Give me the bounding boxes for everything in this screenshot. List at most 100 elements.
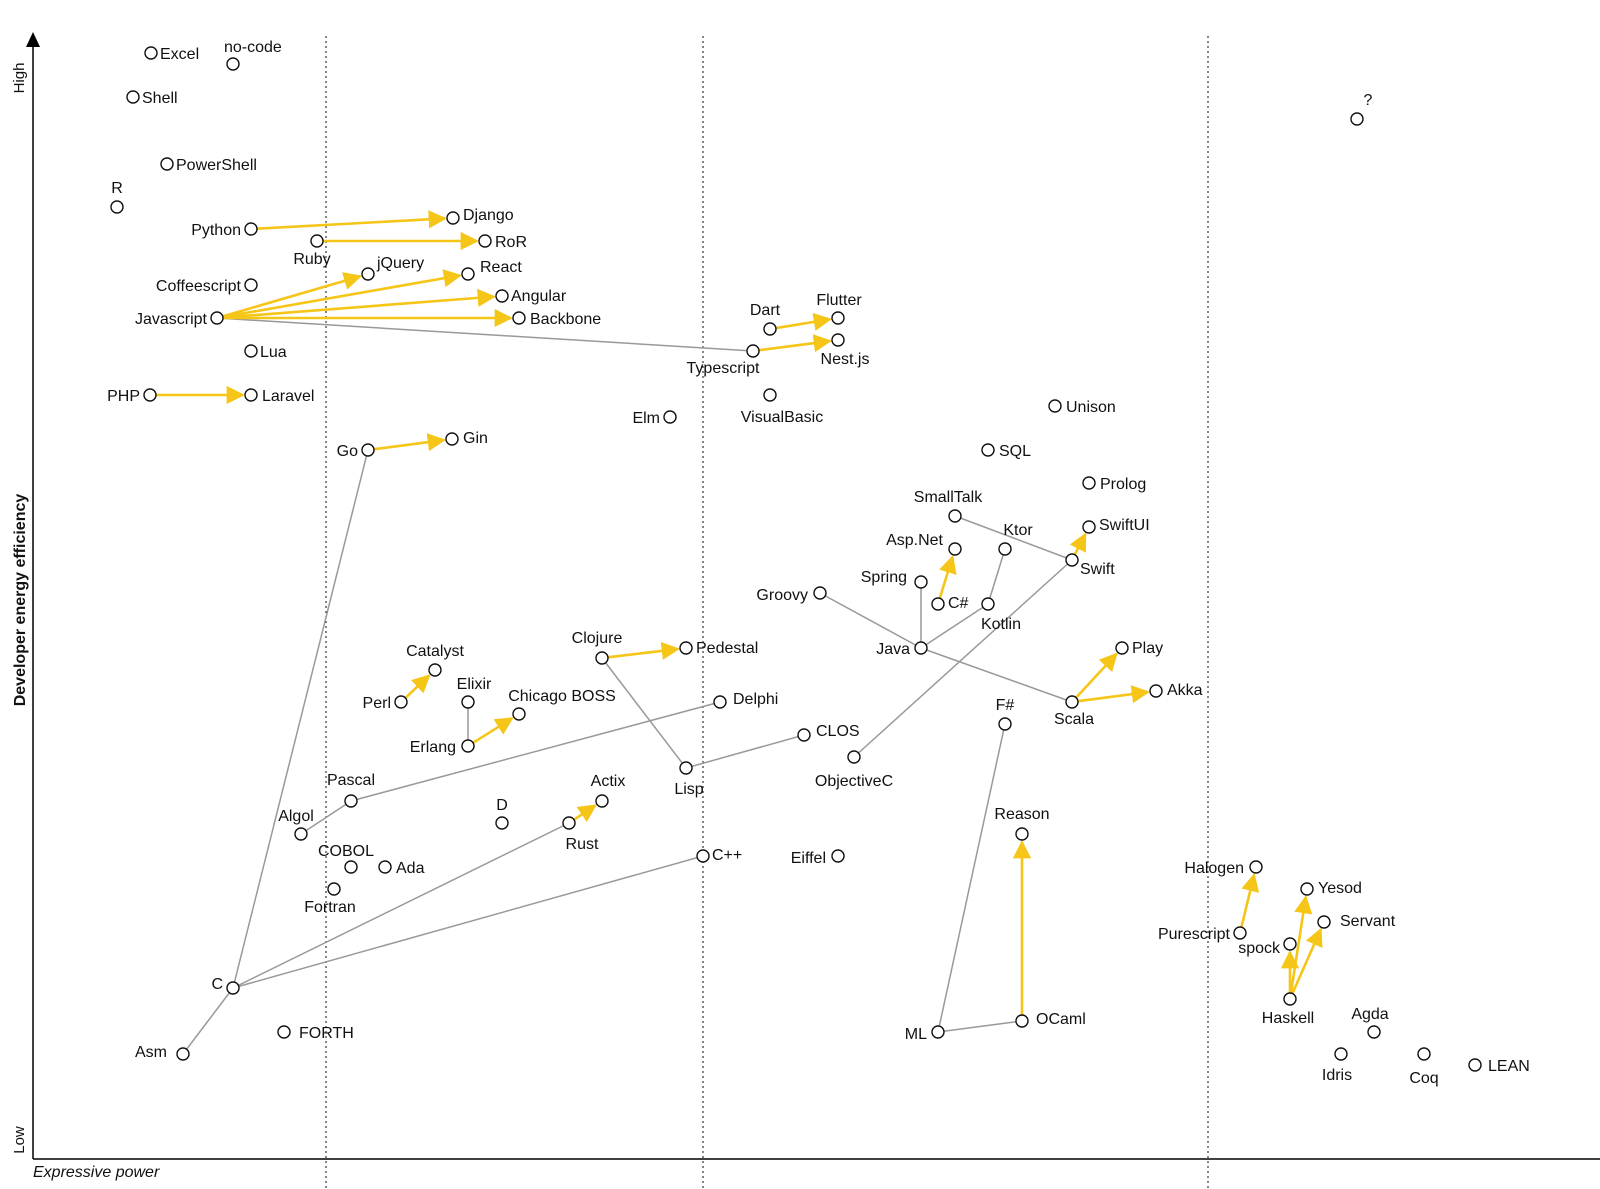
arrow-csharp-asp-net [938,554,957,599]
label-coq: Coq [1409,1070,1438,1087]
relation-kotlin-ktor [987,548,1006,605]
point-swift [1065,553,1079,567]
point-unison [1048,399,1062,413]
label-delphi: Delphi [733,691,778,708]
label-d: D [496,797,508,814]
relation-swift-objectivec [853,559,1073,758]
point-angular [495,289,509,303]
label-ktor: Ktor [1003,522,1033,539]
point-ktor [998,542,1012,556]
y-tick-high: High [11,63,28,94]
point-elixir [461,695,475,709]
point-ocaml [1015,1014,1029,1028]
point-scala [1065,695,1079,709]
point-swiftui [1082,520,1096,534]
point-lean [1468,1058,1482,1072]
label-algol: Algol [278,808,314,825]
label-scala: Scala [1054,711,1094,728]
label-swift: Swift [1080,561,1115,578]
point-erlang [461,739,475,753]
point-actix [595,794,609,808]
point-prolog [1082,476,1096,490]
label-agda: Agda [1351,1006,1388,1023]
label-ada: Ada [396,860,425,877]
point-idris [1334,1047,1348,1061]
label-eiffel: Eiffel [791,850,826,867]
points [110,46,1482,1072]
relation-c-cpp [232,855,704,989]
point-lua [244,344,258,358]
point-typescript [746,344,760,358]
label-sql: SQL [999,443,1031,460]
point-no-code [226,57,240,71]
label-ror: RoR [495,234,527,251]
label-haskell: Haskell [1262,1010,1314,1027]
y-axis-arrow [26,32,40,47]
label-powershell: PowerShell [176,157,257,174]
point-pedestal [679,641,693,655]
label-cpp: C++ [712,847,742,864]
label-jquery: jQuery [376,255,424,272]
point-chicago-boss [512,707,526,721]
label-groovy: Groovy [756,587,808,604]
arrow-haskell-yesod [1289,895,1313,994]
arrow-python-django [256,210,447,230]
point-php [143,388,157,402]
relation-algol-pascal [300,800,352,835]
relation-ml-fsharp [937,723,1006,1033]
label-prolog: Prolog [1100,476,1146,493]
arrow-purescript-halogen [1240,873,1260,928]
label-laravel: Laravel [262,388,314,405]
derived-arrows [156,210,1323,1015]
relation-clojure-lisp [601,657,687,769]
relation-c-rust [232,822,570,989]
relation-c-go [232,449,369,989]
point-groovy [813,586,827,600]
point-reason [1015,827,1029,841]
relation-smalltalk-swift [954,515,1073,561]
point-objectivec [847,750,861,764]
relation-lines [182,317,1073,1055]
point-fsharp [998,717,1012,731]
label-visualbasic: VisualBasic [741,409,823,426]
point-algol [294,827,308,841]
label-excel: Excel [160,46,199,63]
point-spring [914,575,928,589]
point-clojure [595,651,609,665]
point-coffeescript [244,278,258,292]
label-swiftui: SwiftUI [1099,517,1150,534]
point-r [110,200,124,214]
arrow-perl-catalyst [404,674,431,699]
point-elm [663,410,677,424]
label-objectivec: ObjectiveC [815,773,893,790]
arrow-typescript-nest-js [758,334,832,353]
arrow-clojure-pedestal [607,641,680,660]
label-idris: Idris [1322,1067,1352,1084]
label-react: React [480,259,522,276]
x-axis-title: Expressive power [33,1164,160,1181]
point-asp-net [948,542,962,556]
label-cobol: COBOL [318,843,374,860]
relation-ml-ocaml [937,1020,1023,1033]
point-servant [1317,915,1331,929]
point-kotlin [981,597,995,611]
point-delphi [713,695,727,709]
labels: Excel no-code Shell PowerShell R Python Django… [107,39,1530,1087]
point-backbone [512,311,526,325]
y-tick-low: Low [11,1126,28,1154]
label-rust: Rust [566,836,599,853]
label-dart: Dart [750,302,781,319]
label-spock: spock [1238,940,1281,957]
point-eiffel [831,849,845,863]
label-halogen: Halogen [1184,860,1244,877]
label-purescript: Purescript [1158,926,1231,943]
label-flutter: Flutter [816,292,862,309]
label-ruby: Ruby [293,251,330,268]
relation-lisp-clos [685,734,805,769]
point-asm [176,1047,190,1061]
label-servant: Servant [1340,913,1396,930]
point-go [361,443,375,457]
point-cpp [696,849,710,863]
label-javascript: Javascript [135,311,208,328]
